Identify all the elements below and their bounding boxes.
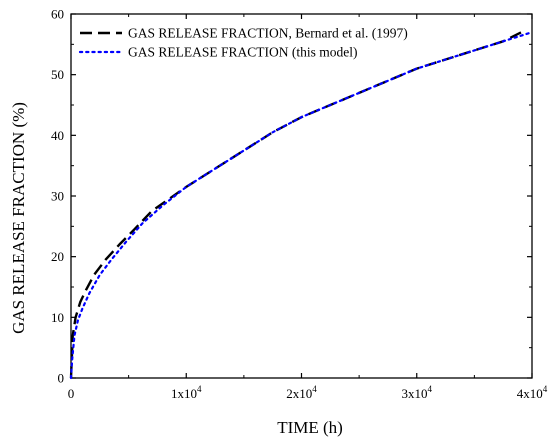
legend: GAS RELEASE FRACTION, Bernard et al. (19…: [78, 26, 408, 60]
plot-frame: [70, 13, 533, 379]
x-tick-label: 1x104: [171, 384, 202, 401]
legend-label-1: GAS RELEASE FRACTION, Bernard et al. (19…: [128, 26, 408, 41]
x-tick-label: 3x104: [402, 384, 433, 401]
series-line-2: [69, 31, 534, 380]
x-tick-label: 4x104: [517, 384, 548, 401]
y-tick-label: 0: [58, 371, 65, 386]
x-tick-label: 2x104: [286, 384, 317, 401]
y-tick-label: 50: [51, 67, 64, 82]
y-tick-label: 60: [51, 7, 64, 22]
x-axis-label: TIME (h): [277, 418, 343, 437]
axes: 0 1x104 2x104 3x104 4x104 0 10 20 30 40 50 60: [51, 7, 548, 402]
y-axis-label: GAS RELEASE FRACTION (%): [9, 102, 28, 334]
legend-label-2: GAS RELEASE FRACTION (this model): [128, 45, 358, 60]
y-tick-label: 10: [51, 310, 64, 325]
x-tick-label: 0: [68, 386, 75, 401]
y-tick-label: 30: [51, 189, 64, 204]
y-tick-label: 20: [51, 249, 64, 264]
series-group: [69, 29, 534, 380]
y-tick-label: 40: [51, 128, 64, 143]
series-line-1: [69, 29, 525, 379]
